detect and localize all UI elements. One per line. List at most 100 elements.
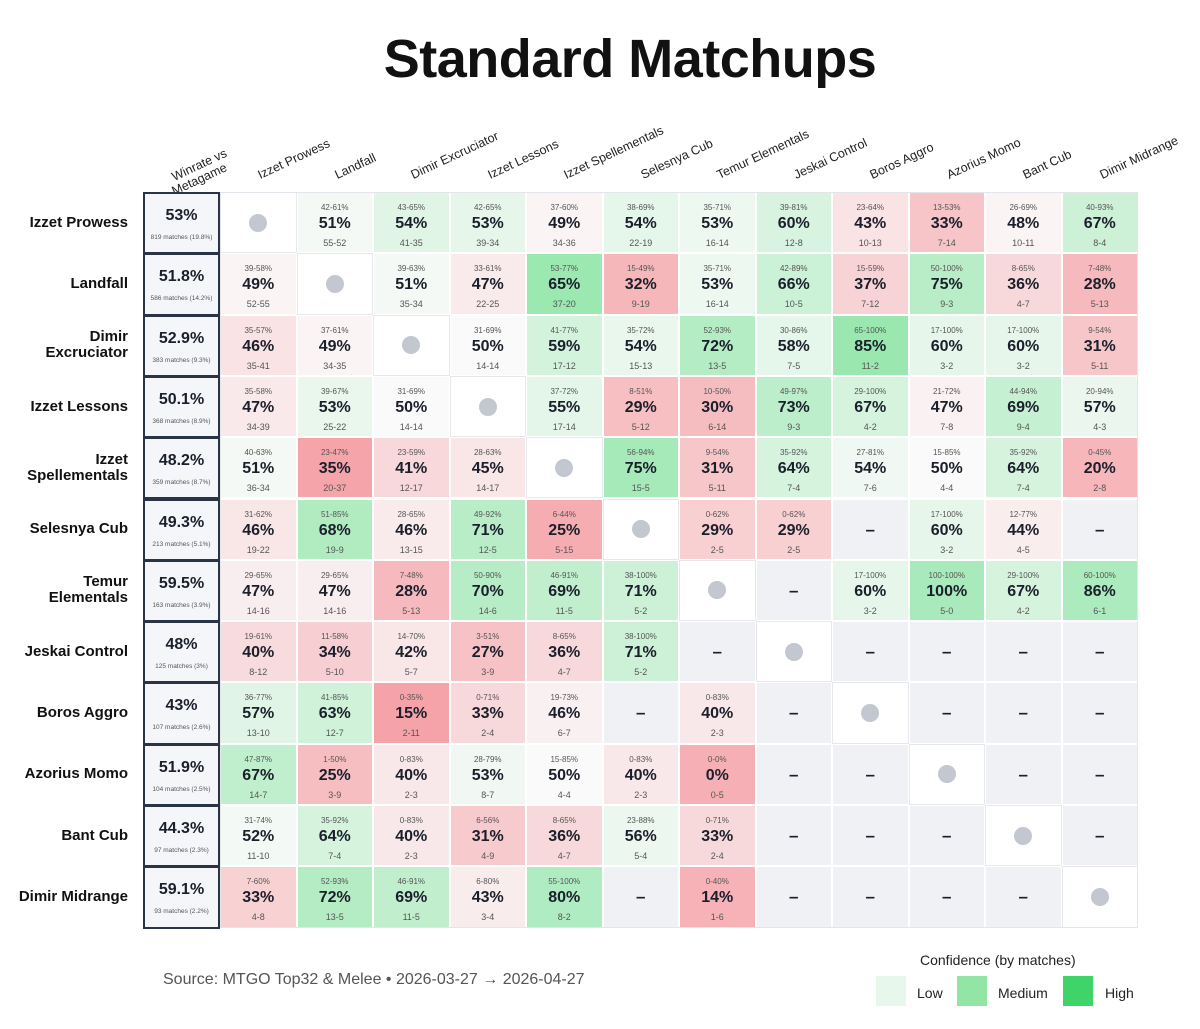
- no-data-dash: –: [865, 519, 875, 539]
- matchup-winrate: 56%: [624, 828, 657, 845]
- matchup-cell: 42-65% 53% 39-34: [449, 192, 526, 254]
- confidence-interval: 0-62%: [705, 509, 729, 519]
- match-record: 2-4: [710, 851, 724, 861]
- confidence-interval: 35-71%: [703, 264, 732, 274]
- match-record: 5-0: [940, 605, 954, 616]
- winrate-cell: 51.8% 586 matches (14.2%): [143, 253, 220, 316]
- winrate-cell: 43% 107 matches (2.6%): [143, 682, 220, 745]
- match-record: 5-7: [404, 667, 418, 678]
- matchup-cell: 0-0% 0% 0-5: [679, 743, 756, 805]
- matchup-cell: –: [755, 805, 832, 867]
- matchup-cell: 15-85% 50% 4-4: [526, 743, 603, 805]
- no-data-dash: –: [1018, 703, 1028, 723]
- match-count: 213 matches (5.1%): [152, 540, 211, 548]
- matchup-cell: 31-62% 46% 19-22: [220, 498, 297, 560]
- winrate-cell: 49.3% 213 matches (5.1%): [143, 498, 220, 561]
- confidence-interval: 8-65%: [552, 632, 576, 642]
- column-label: Bant Cub: [1020, 147, 1074, 182]
- matchup-cell: 35-58% 47% 34-39: [220, 375, 297, 438]
- matchup-cell: –: [985, 743, 1062, 805]
- matchup-cell: –: [1061, 805, 1138, 867]
- legend-swatch-low: [876, 976, 906, 1006]
- legend-label-low: Low: [917, 985, 943, 1001]
- confidence-interval: 0-40%: [705, 877, 729, 887]
- match-record: 6-1: [1093, 605, 1107, 616]
- matchup-cell: 6-80% 43% 3-4: [449, 866, 526, 928]
- winrate-cell: 50.1% 368 matches (8.9%): [143, 375, 220, 439]
- confidence-interval: 6-56%: [476, 816, 500, 825]
- no-data-dash: –: [865, 887, 875, 907]
- mirror-dot: [325, 274, 344, 293]
- mirror-dot: [478, 397, 497, 416]
- confidence-interval: 28-79%: [473, 754, 502, 764]
- confidence-interval: 8-51%: [629, 386, 653, 396]
- winrate-value: 48.2%: [158, 452, 205, 470]
- matchup-cell: –: [908, 866, 985, 928]
- row-label-line: Izzet Prowess: [29, 213, 128, 231]
- confidence-interval: 38-100%: [624, 570, 657, 580]
- match-record: 25-22: [323, 421, 347, 432]
- matchup-cell: 31-69% 50% 14-14: [449, 314, 526, 376]
- matchup-winrate: 29%: [777, 521, 810, 539]
- confidence-interval: 6-80%: [476, 877, 500, 887]
- confidence-interval: 15-85%: [550, 754, 579, 764]
- matchup-cell: 7-48% 28% 5-13: [1061, 253, 1138, 315]
- confidence-interval: 9-54%: [1088, 325, 1112, 335]
- match-record: 5-10: [325, 667, 344, 678]
- confidence-interval: 23-59%: [397, 448, 426, 458]
- matchup-winrate: 40%: [624, 766, 657, 784]
- matchup-winrate: 20%: [1083, 460, 1116, 478]
- matchup-winrate: 75%: [930, 276, 963, 294]
- match-record: 10-13: [858, 238, 882, 248]
- matchup-winrate: 29%: [701, 521, 734, 539]
- matchup-cell: [526, 437, 603, 499]
- matchup-cell: 52-93% 72% 13-5: [296, 866, 373, 928]
- matchup-cell: 23-88% 56% 5-4: [602, 805, 679, 867]
- match-count: 163 matches (3.9%): [152, 601, 211, 609]
- no-data-dash: –: [636, 703, 646, 723]
- matchup-cell: –: [755, 559, 832, 622]
- matchup-winrate: 71%: [624, 644, 657, 662]
- match-record: 9-3: [787, 421, 801, 432]
- confidence-interval: 23-47%: [320, 448, 349, 458]
- confidence-interval: 40-93%: [1085, 203, 1114, 212]
- matchup-cell: 7-48% 28% 5-13: [373, 559, 450, 622]
- match-record: 2-5: [710, 544, 724, 555]
- confidence-interval: 11-58%: [321, 632, 349, 642]
- row-label-text: Temur Elementals: [49, 574, 128, 606]
- match-record: 34-35: [323, 360, 347, 371]
- matchup-cell: 19-61% 40% 8-12: [220, 621, 297, 683]
- matchup-cell: 12-77% 44% 4-5: [985, 498, 1062, 560]
- matchup-winrate: 49%: [548, 215, 581, 232]
- match-record: 19-9: [325, 544, 344, 555]
- matchup-cell: –: [602, 866, 679, 928]
- matchup-cell: 35-71% 53% 16-14: [679, 253, 756, 315]
- matchup-cell: –: [908, 682, 985, 744]
- match-record: 5-2: [634, 605, 648, 616]
- row-label-line: Dimir: [89, 328, 128, 346]
- match-record: 2-5: [787, 544, 801, 555]
- confidence-interval: 35-57%: [244, 325, 273, 335]
- matchup-cell: 17-100% 60% 3-2: [908, 314, 985, 376]
- matchup-winrate: 67%: [1083, 215, 1116, 232]
- matchup-winrate: 47%: [242, 582, 275, 600]
- confidence-interval: 17-100%: [854, 570, 887, 580]
- matchup-cell: 15-85% 50% 4-4: [908, 437, 985, 499]
- confidence-interval: 27-81%: [856, 448, 885, 458]
- matchup-winrate: 34%: [318, 644, 351, 662]
- matchup-winrate: 53%: [471, 766, 504, 784]
- matchup-cell: [985, 805, 1062, 867]
- row-label: Dimir Midrange: [8, 866, 128, 927]
- confidence-interval: 7-60%: [246, 877, 270, 887]
- column-label: Izzet Prowess: [255, 136, 333, 182]
- no-data-dash: –: [1095, 826, 1105, 845]
- matchup-winrate: 51%: [242, 460, 275, 478]
- confidence-interval: 35-92%: [1009, 448, 1038, 458]
- confidence-interval: 29-100%: [854, 386, 887, 396]
- matchup-cell: 46-91% 69% 11-5: [373, 866, 450, 928]
- column-label: Azorius Momo: [944, 135, 1023, 182]
- mirror-dot: [402, 336, 421, 355]
- no-data-dash: –: [865, 642, 875, 662]
- match-record: 7-8: [940, 421, 954, 432]
- matchup-cell: 8-65% 36% 4-7: [526, 621, 603, 683]
